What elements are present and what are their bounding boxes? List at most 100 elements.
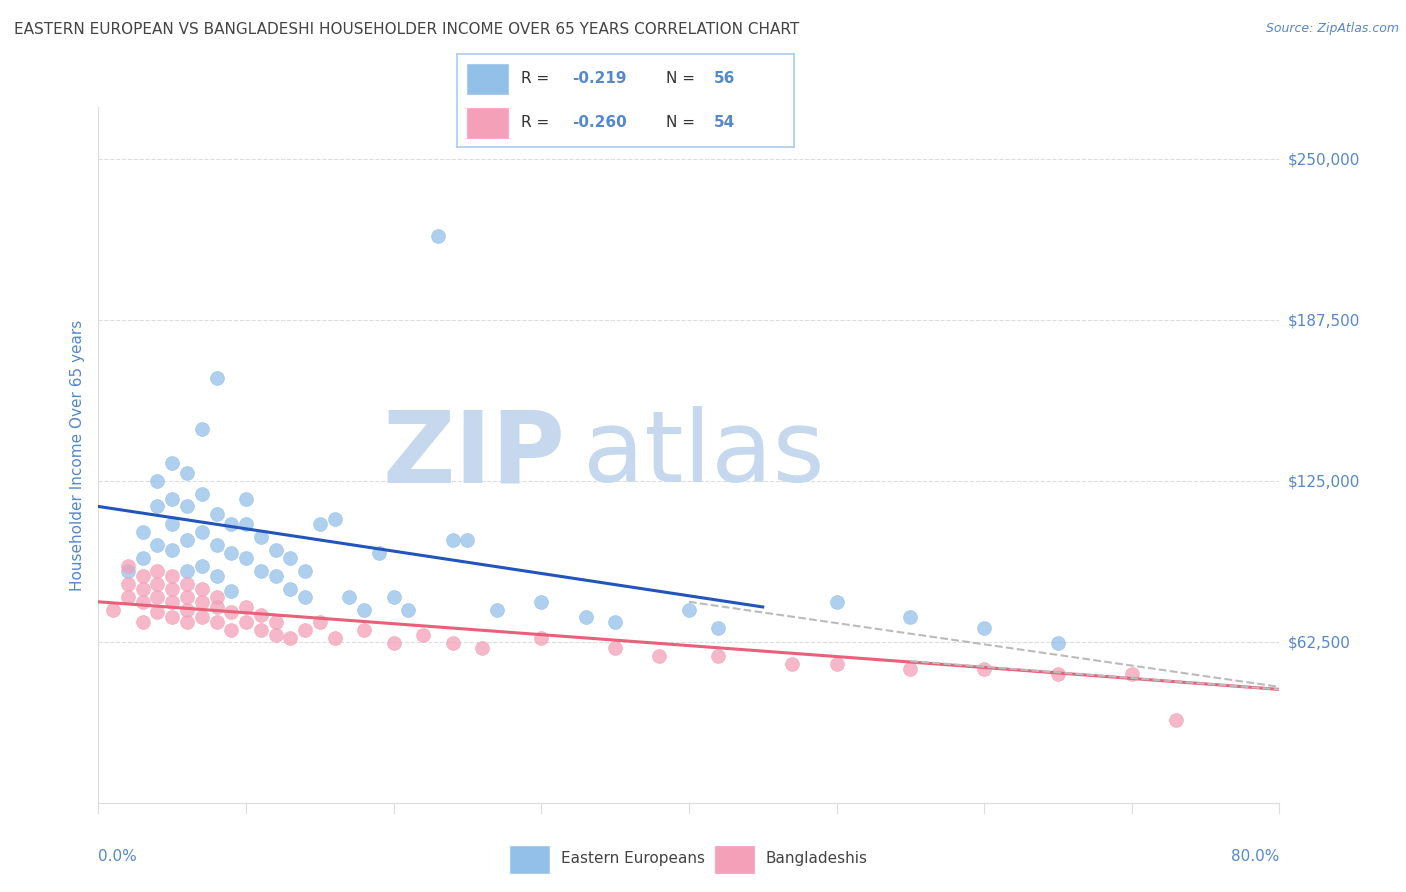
Point	[323, 512, 346, 526]
Point	[205, 370, 228, 384]
Point	[132, 595, 155, 609]
Text: Source: ZipAtlas.com: Source: ZipAtlas.com	[1265, 22, 1399, 36]
Text: Eastern Europeans: Eastern Europeans	[561, 851, 706, 866]
Text: R =: R =	[522, 71, 554, 87]
Point	[294, 623, 316, 637]
Point	[162, 569, 183, 583]
Point	[264, 615, 287, 630]
Point	[530, 595, 553, 609]
Point	[176, 466, 198, 480]
Point	[162, 456, 183, 470]
Point	[176, 500, 198, 514]
Point	[605, 615, 627, 630]
Point	[441, 636, 464, 650]
Point	[162, 491, 183, 506]
Point	[146, 590, 169, 604]
Point	[219, 546, 242, 560]
Point	[117, 564, 139, 578]
Point	[353, 602, 375, 616]
Point	[278, 631, 302, 645]
Point	[162, 610, 183, 624]
Point	[264, 569, 287, 583]
Point	[219, 605, 242, 619]
Point	[176, 602, 198, 616]
Point	[162, 582, 183, 596]
Point	[219, 584, 242, 599]
Point	[191, 422, 214, 436]
Point	[309, 517, 332, 532]
Point	[278, 582, 302, 596]
Point	[973, 662, 995, 676]
Text: R =: R =	[522, 115, 554, 130]
Point	[146, 605, 169, 619]
Point	[605, 641, 627, 656]
Point	[117, 590, 139, 604]
Point	[264, 628, 287, 642]
Text: 80.0%: 80.0%	[1232, 849, 1279, 864]
Text: 54: 54	[713, 115, 735, 130]
Point	[782, 657, 804, 671]
Point	[337, 590, 360, 604]
Point	[900, 610, 922, 624]
Point	[294, 590, 316, 604]
Point	[132, 582, 155, 596]
Point	[678, 602, 700, 616]
Point	[1046, 667, 1069, 681]
Point	[205, 507, 228, 521]
Point	[456, 533, 478, 547]
Point	[176, 576, 198, 591]
Point	[235, 517, 257, 532]
Point	[205, 615, 228, 630]
Point	[146, 500, 169, 514]
Point	[146, 576, 169, 591]
Point	[132, 551, 155, 566]
Point	[1046, 636, 1069, 650]
Point	[368, 546, 391, 560]
Point	[191, 610, 214, 624]
Text: -0.260: -0.260	[572, 115, 627, 130]
Point	[191, 525, 214, 540]
Point	[825, 595, 848, 609]
Point	[323, 631, 346, 645]
Point	[146, 538, 169, 552]
Point	[250, 530, 273, 544]
Point	[176, 615, 198, 630]
Point	[191, 595, 214, 609]
Point	[162, 543, 183, 558]
Point	[205, 538, 228, 552]
Point	[309, 615, 332, 630]
Point	[191, 582, 214, 596]
Point	[191, 558, 214, 573]
Point	[441, 533, 464, 547]
Point	[205, 590, 228, 604]
FancyBboxPatch shape	[467, 64, 508, 94]
FancyBboxPatch shape	[714, 847, 754, 873]
Text: N =: N =	[666, 71, 700, 87]
Point	[427, 228, 450, 243]
Point	[382, 590, 405, 604]
Point	[205, 599, 228, 614]
Point	[574, 610, 596, 624]
Point	[396, 602, 419, 616]
Text: atlas: atlas	[582, 407, 824, 503]
Point	[250, 623, 273, 637]
Point	[176, 533, 198, 547]
Point	[132, 615, 155, 630]
Point	[530, 631, 553, 645]
Point	[146, 564, 169, 578]
Point	[471, 641, 494, 656]
Point	[250, 607, 273, 622]
Point	[264, 543, 287, 558]
Point	[278, 551, 302, 566]
Point	[486, 602, 509, 616]
Point	[353, 623, 375, 637]
Point	[191, 486, 214, 500]
Point	[235, 551, 257, 566]
Text: -0.219: -0.219	[572, 71, 626, 87]
Text: 0.0%: 0.0%	[98, 849, 138, 864]
FancyBboxPatch shape	[510, 847, 550, 873]
Point	[176, 564, 198, 578]
Point	[132, 525, 155, 540]
Point	[1121, 667, 1143, 681]
Point	[117, 558, 139, 573]
